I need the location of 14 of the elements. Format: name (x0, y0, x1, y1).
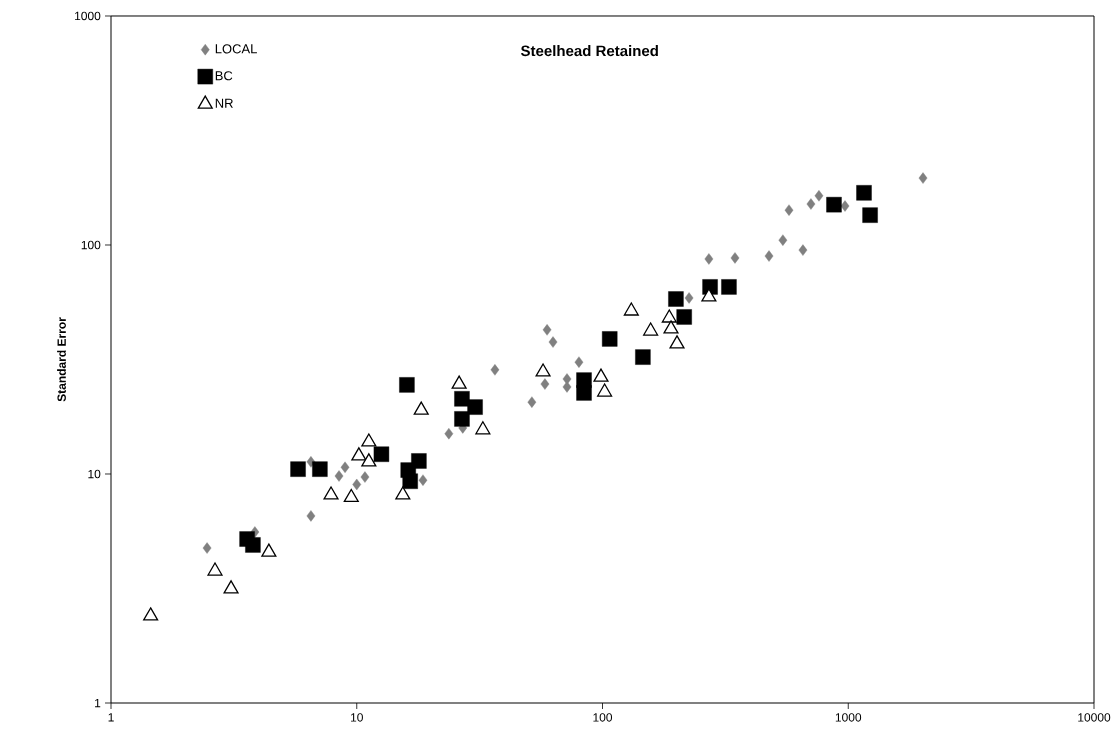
y-tick-label: 100 (81, 240, 101, 250)
x-tick-label: 1 (108, 713, 114, 722)
legend-label: BC (215, 71, 233, 81)
y-tick-label: 10 (88, 469, 101, 479)
x-tick-label: 1000 (835, 713, 862, 722)
y-axis-title: Standard Error (57, 317, 66, 402)
legend-label: NR (215, 98, 233, 108)
text: Steelhead Retained (520, 45, 658, 57)
y-tick-label: 1 (95, 698, 101, 708)
x-tick-label: 100 (593, 713, 613, 722)
x-tick-label: 10 (351, 713, 363, 722)
y-tick-label: 1000 (75, 11, 101, 21)
legend-label: LOCAL (215, 44, 257, 54)
x-tick-label: 10000 (1078, 713, 1111, 722)
